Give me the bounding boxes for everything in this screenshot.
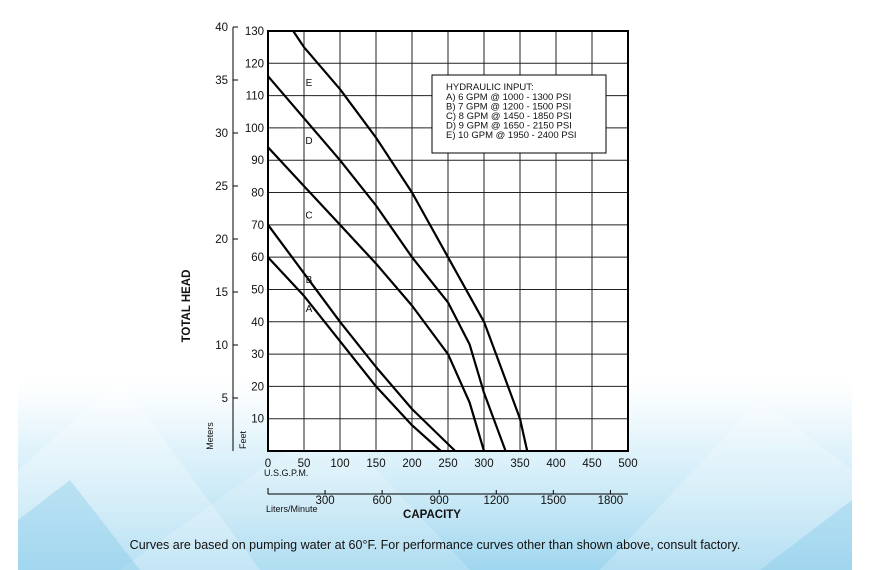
curve-label-e: E — [306, 78, 313, 89]
x-axis-title: CAPACITY — [403, 509, 461, 521]
y-tick-label-feet: 110 — [246, 91, 264, 103]
y-tick-label-meters: 20 — [215, 234, 228, 246]
y-tick-label-feet: 120 — [245, 58, 264, 70]
legend-entry: B) 7 GPM @ 1200 - 1500 PSI — [446, 102, 571, 113]
chart-legend: HYDRAULIC INPUT:A) 6 GPM @ 1000 - 1300 P… — [431, 74, 607, 154]
curve-e — [292, 30, 529, 452]
x-secondary-tick-label: 1200 — [483, 495, 509, 507]
y-tick-label-feet: 80 — [251, 188, 264, 200]
curve-label-c: C — [305, 210, 312, 221]
x-tick-label: 450 — [582, 458, 601, 470]
x-secondary-tick-label: 600 — [373, 495, 392, 507]
x-tick-label: 50 — [298, 458, 311, 470]
x-secondary-tick-label: 900 — [430, 495, 449, 507]
y-tick-label-feet: 100 — [245, 123, 264, 135]
x-tick-label: 400 — [546, 458, 565, 470]
x-tick-label: 0 — [265, 458, 271, 470]
x-secondary-tick-label: 1800 — [598, 495, 624, 507]
curve-label-b: B — [306, 275, 313, 286]
y-tick-label-feet: 130 — [245, 26, 264, 38]
y-tick-label-feet: 20 — [251, 381, 264, 393]
legend-box — [431, 74, 607, 154]
y-unit-label-meters: Meters — [205, 422, 215, 450]
curve-b — [267, 224, 456, 452]
x-tick-label: 200 — [402, 458, 421, 470]
y-axis-title: TOTAL HEAD — [181, 270, 193, 343]
y-tick-label-feet: 50 — [251, 284, 264, 296]
x-secondary-tick-label: 1500 — [541, 495, 567, 507]
x-tick-label: 350 — [510, 458, 529, 470]
y-tick-label-meters: 5 — [222, 393, 228, 405]
x-secondary-tick-label: 300 — [315, 495, 334, 507]
legend-entry: C) 8 GPM @ 1450 - 1850 PSI — [446, 111, 572, 122]
x-secondary-unit-label: Liters/Minute — [266, 504, 318, 514]
curve-d — [267, 75, 507, 452]
curve-c — [267, 146, 486, 452]
chart-series: A B C D E — [267, 30, 529, 452]
y-tick-label-feet: 70 — [251, 220, 264, 232]
chart-axes: 10 20 30 40 50 60 70 80 90 100 110 120 130 Feet 5 10 15 2… — [181, 22, 638, 521]
curve-label-a: A — [306, 304, 313, 315]
x-tick-label: 150 — [366, 458, 385, 470]
curve-a — [267, 256, 442, 452]
x-tick-label: 500 — [618, 458, 637, 470]
chart-caption: Curves are based on pumping water at 60°… — [129, 538, 741, 552]
x-unit-label: U.S.G.P.M. — [264, 468, 308, 478]
curve-label-d: D — [305, 136, 312, 147]
x-tick-label: 250 — [438, 458, 457, 470]
y-tick-label-feet: 10 — [251, 414, 264, 426]
y-tick-label-meters: 10 — [215, 340, 228, 352]
legend-entry: D) 9 GPM @ 1650 - 2150 PSI — [446, 121, 572, 132]
y-tick-label-meters: 40 — [215, 22, 228, 34]
plot-frame — [267, 30, 629, 452]
y-tick-label-meters: 30 — [215, 128, 228, 140]
y-tick-label-meters: 15 — [215, 287, 228, 299]
y-tick-label-meters: 35 — [215, 75, 228, 87]
legend-entry: A) 6 GPM @ 1000 - 1300 PSI — [446, 92, 571, 103]
legend-entry: E) 10 GPM @ 1950 - 2400 PSI — [446, 130, 577, 141]
y-tick-label-feet: 30 — [251, 349, 264, 361]
y-unit-label-feet: Feet — [238, 430, 248, 449]
y-tick-label-feet: 40 — [251, 317, 264, 329]
y-tick-label-meters: 25 — [215, 181, 228, 193]
y-tick-label-feet: 90 — [251, 155, 264, 167]
y-tick-label-feet: 60 — [251, 252, 264, 264]
x-tick-label: 100 — [330, 458, 349, 470]
legend-title: HYDRAULIC INPUT: — [446, 82, 534, 93]
x-tick-label: 300 — [474, 458, 493, 470]
